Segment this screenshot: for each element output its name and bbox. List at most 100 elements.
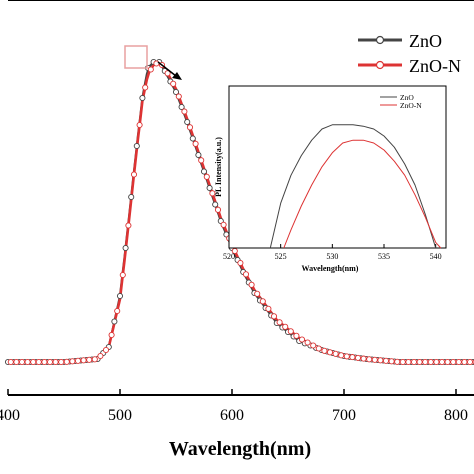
main-point-zno-n	[220, 221, 227, 228]
main-point-zno-n	[466, 358, 474, 366]
main-point-zno-n	[119, 271, 126, 279]
main-point-zno-n	[315, 345, 322, 352]
main-point-zno-n	[63, 358, 70, 365]
main-point-zno	[122, 244, 129, 252]
zoom-arrow-head	[172, 72, 182, 80]
zoom-arrow-line	[157, 61, 177, 77]
main-point-zno-n	[41, 358, 48, 366]
inset-frame	[228, 85, 447, 249]
main-point-zno-n	[130, 171, 138, 178]
main-point-zno-n	[237, 259, 244, 267]
main-point-zno-n	[108, 331, 115, 339]
inset-y-axis-label: PL Intensity(a.u.)	[214, 137, 223, 197]
main-point-zno-n	[405, 358, 412, 366]
main-point-zno-n	[293, 332, 300, 339]
main-point-zno-n	[248, 281, 255, 288]
main-point-zno-n	[422, 358, 429, 366]
main-point-zno-n	[18, 358, 26, 366]
main-point-zno-n	[170, 80, 177, 87]
main-plot-frame	[8, 0, 474, 396]
main-legend: ZnO ZnO-N	[358, 31, 461, 76]
main-point-zno-n	[410, 358, 418, 366]
main-point-zno-n	[304, 339, 311, 346]
main-point-zno-n	[321, 347, 328, 354]
zoom-box	[124, 45, 148, 69]
main-point-zno-n	[343, 353, 350, 360]
main-point-zno	[178, 103, 185, 111]
main-point-zno-n	[198, 157, 205, 164]
main-point-zno	[116, 292, 124, 300]
main-point-zno-n	[354, 354, 362, 361]
main-point-zno-n	[80, 357, 87, 364]
main-point-zno	[111, 318, 118, 325]
main-point-zno-n	[332, 350, 339, 357]
main-x-axis-label: Wavelength(nm)	[169, 438, 311, 460]
inset-x-tick-label-525: 525	[275, 252, 287, 261]
main-point-zno-n	[13, 358, 20, 366]
main-point-zno-n	[287, 328, 294, 335]
legend-label-zno-n: ZnO-N	[409, 56, 461, 76]
main-point-zno-n	[203, 173, 210, 180]
legend-label-zno: ZnO	[409, 31, 442, 51]
main-point-zno-n	[265, 305, 272, 312]
main-point-zno-n	[433, 358, 440, 366]
inset-legend-label-zno-n: ZnO-N	[400, 101, 422, 110]
main-x-tick-label-700: 700	[332, 407, 356, 424]
main-point-zno	[195, 151, 202, 159]
main-point-zno-n	[382, 357, 390, 364]
main-x-tick-label-800: 800	[444, 407, 468, 424]
main-point-zno-n	[175, 93, 182, 100]
main-point-zno-n	[214, 206, 222, 213]
main-point-zno-n	[181, 108, 188, 115]
main-point-zno-n	[192, 140, 199, 147]
main-point-zno-n	[91, 356, 98, 363]
main-point-zno-n	[7, 358, 14, 366]
main-point-zno-n	[444, 358, 451, 366]
main-point-zno-n	[86, 356, 93, 363]
main-point-zno-n	[366, 356, 373, 363]
main-point-zno	[206, 184, 213, 192]
main-point-zno-n	[455, 358, 462, 366]
main-point-zno	[212, 201, 219, 208]
main-point-zno	[133, 142, 140, 150]
main-point-zno-n	[270, 313, 278, 320]
main-point-zno-n	[114, 307, 121, 315]
main-point-zno-n	[186, 124, 194, 131]
main-point-zno-n	[349, 354, 356, 361]
inset-x-axis-label: Wavelength(nm)	[302, 264, 359, 273]
inset-legend: ZnO ZnO-N	[380, 93, 422, 110]
main-x-ticks: 400 500 600 700 800	[0, 389, 468, 424]
inset-x-ticks: 520 525 530 535 540	[223, 244, 442, 261]
main-point-zno-n	[24, 358, 31, 366]
main-point-zno-n	[136, 121, 143, 129]
main-x-tick-label-400: 400	[0, 407, 20, 424]
main-point-zno-n	[388, 358, 395, 365]
inset-series-line-zno-n	[283, 139, 442, 249]
main-point-zno-n	[298, 336, 306, 343]
main-point-zno-n	[74, 357, 82, 364]
main-point-zno-n	[377, 357, 384, 364]
main-point-zno-n	[461, 358, 468, 366]
legend-marker-zno-n	[375, 60, 385, 70]
main-point-zno	[172, 88, 180, 96]
main-point-zno-n	[30, 358, 37, 366]
main-point-zno-n	[46, 358, 54, 366]
main-point-zno-n	[102, 346, 110, 354]
legend-item-zno-n: ZnO-N	[358, 56, 461, 76]
inset-x-tick-label-540: 540	[430, 252, 442, 261]
legend-marker-zno	[375, 35, 385, 45]
main-point-zno-n	[125, 222, 132, 229]
main-point-zno-n	[416, 358, 423, 366]
main-point-zno-n	[427, 358, 434, 366]
main-point-zno	[189, 135, 196, 142]
main-point-zno-n	[69, 358, 76, 365]
zoom-arrow	[157, 61, 182, 80]
inset-x-tick-label-520: 520	[223, 252, 235, 261]
main-point-zno-n	[259, 298, 266, 305]
inset-legend-label-zno: ZnO	[400, 93, 414, 102]
inset-chart: 520 525 530 535 540 ZnO ZnO-N PL Intensity(a…	[214, 85, 447, 273]
main-point-zno-n	[142, 84, 149, 91]
inset-x-tick-label-535: 535	[378, 252, 390, 261]
main-point-zno	[200, 168, 208, 175]
